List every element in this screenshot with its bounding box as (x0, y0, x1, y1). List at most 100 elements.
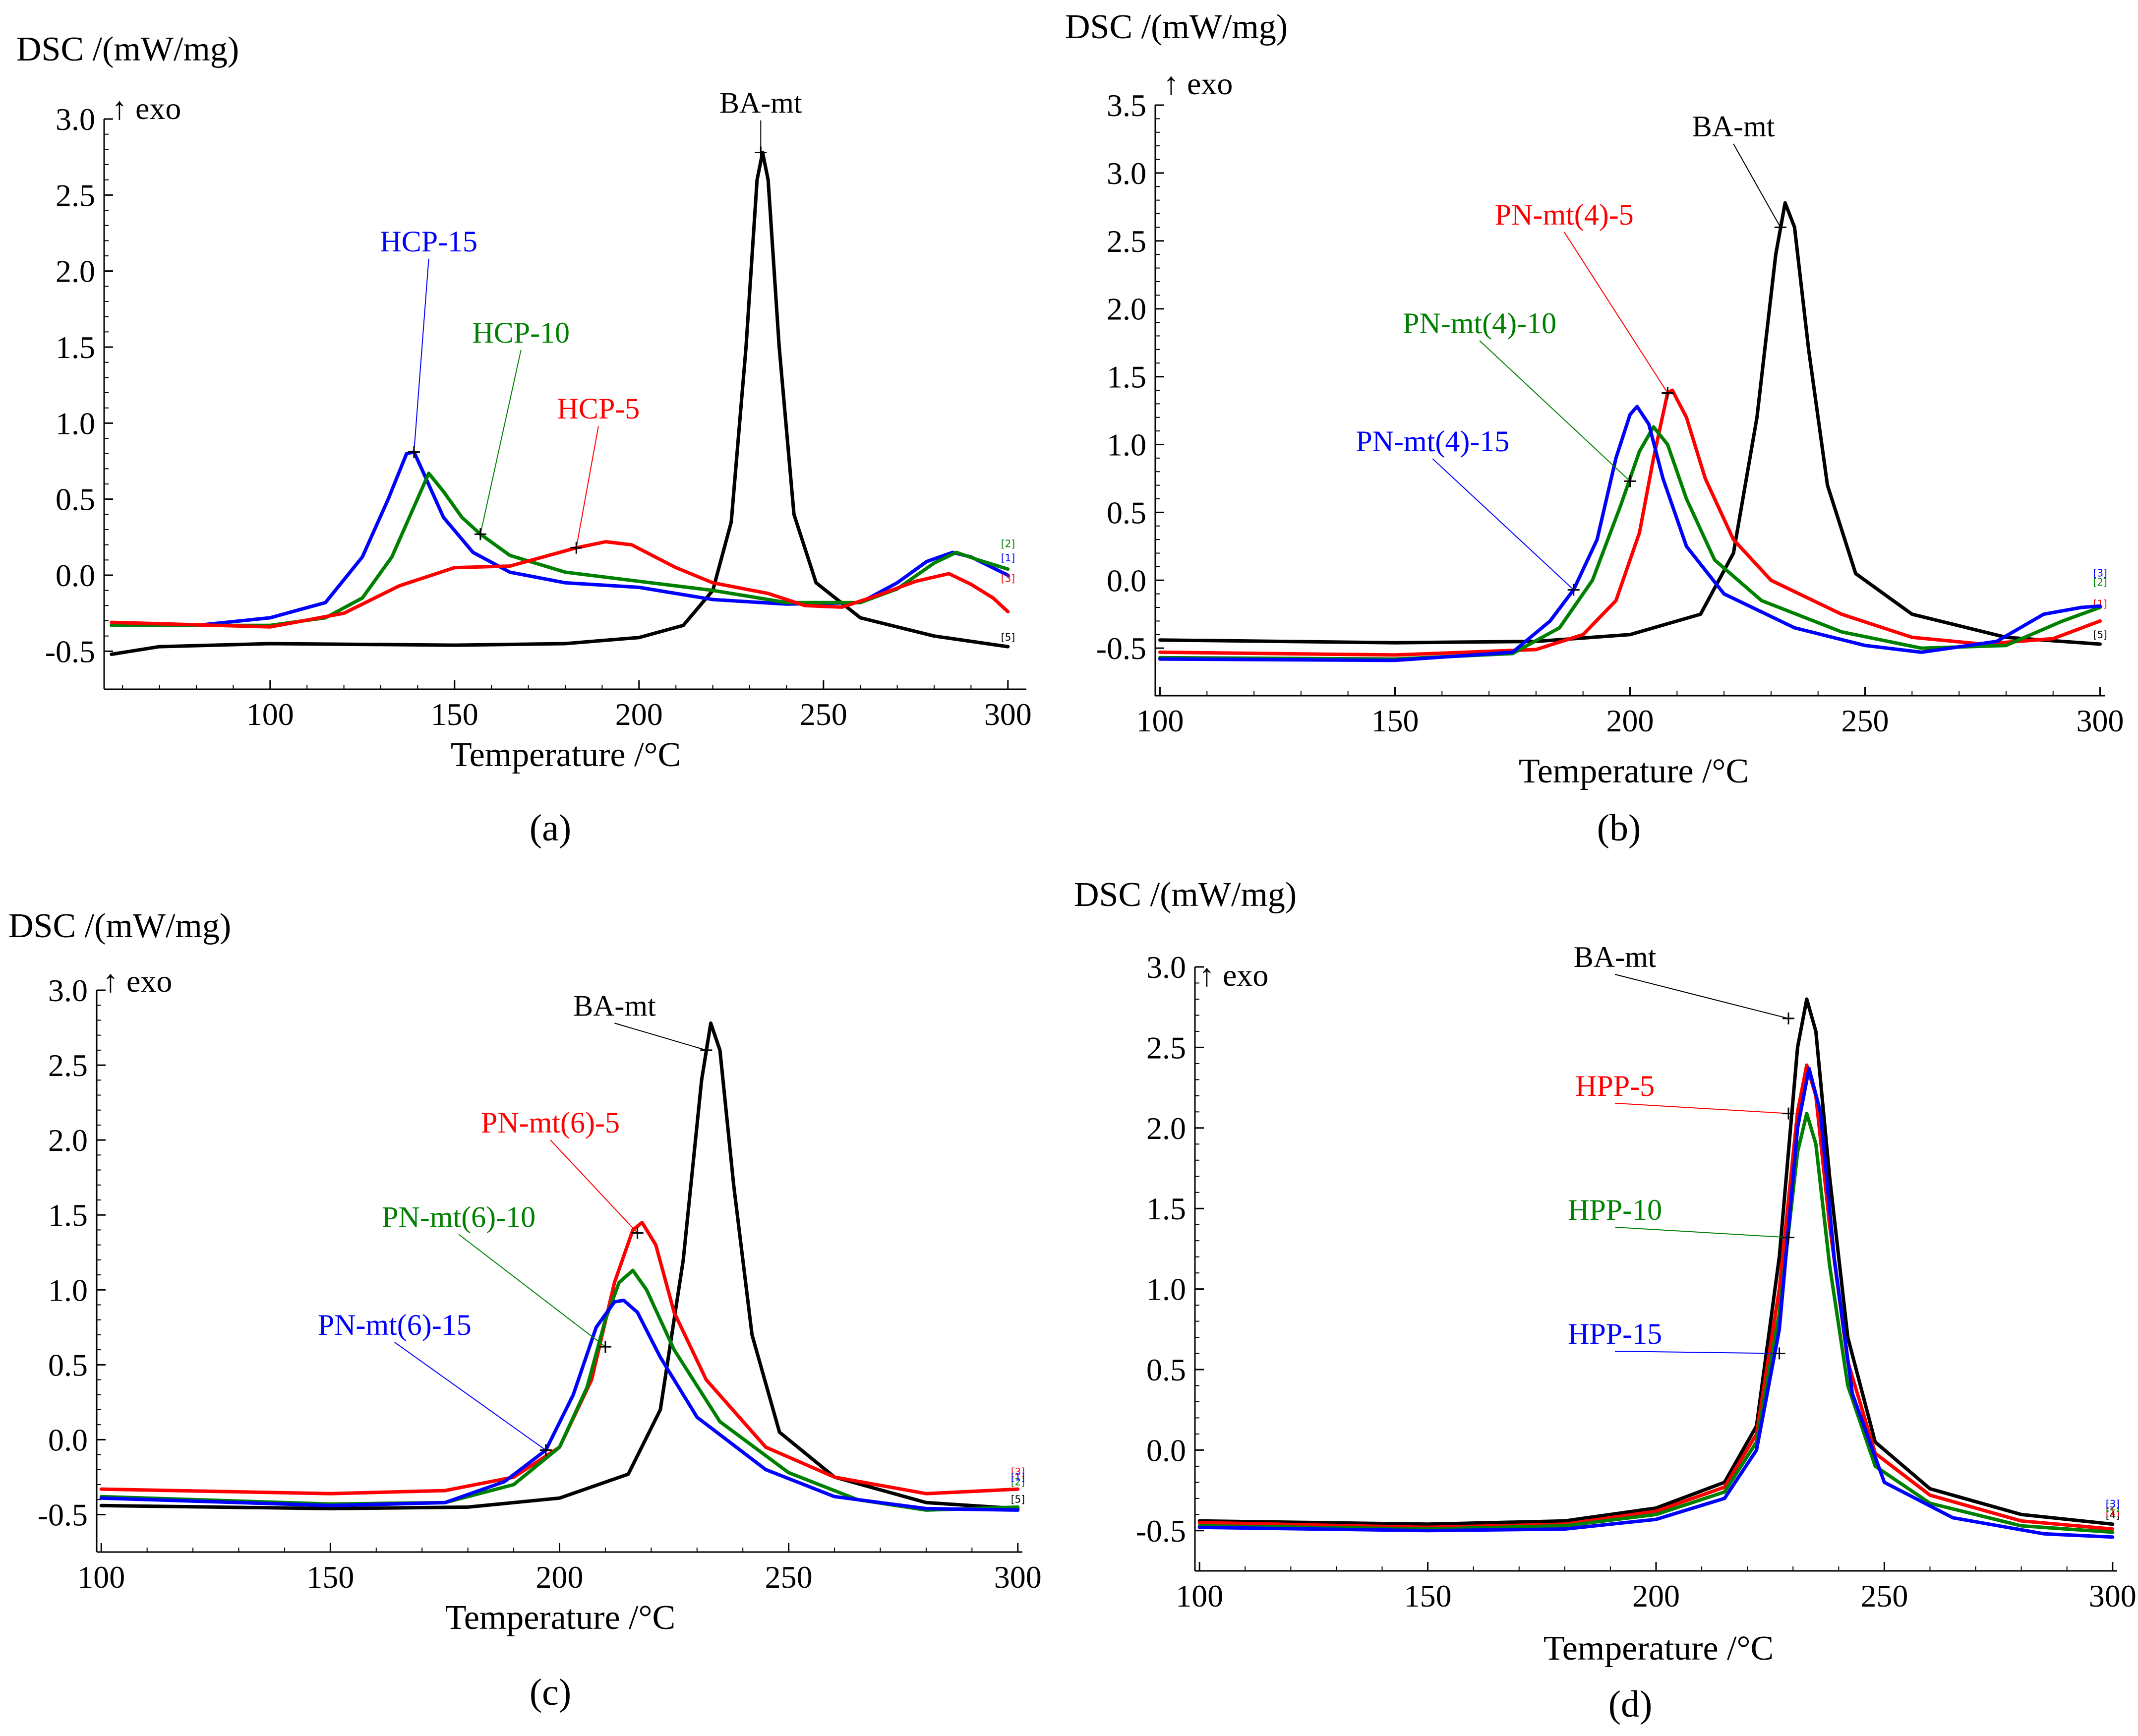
series-line-BA-mt (1197, 997, 2115, 1526)
annotation-cross (755, 146, 767, 159)
y-tick-label: -0.5 (1136, 1513, 1186, 1549)
y-tick-label: 0.0 (1107, 563, 1146, 598)
annotation-cross (700, 1044, 713, 1056)
annotation-cross (1774, 221, 1786, 234)
x-tick-label: 250 (1841, 703, 1889, 738)
annotation-leader (1614, 974, 1789, 1019)
annotation-label: PN-mt(4)-10 (1403, 307, 1556, 340)
x-tick-label: 300 (2077, 703, 2124, 738)
annotation-label: HPP-15 (1568, 1317, 1662, 1350)
annotation-label: PN-mt(4)-15 (1356, 425, 1509, 458)
x-tick-label: 200 (1632, 1578, 1680, 1614)
series-end-marker: [5] (1011, 1493, 1025, 1505)
series-line-HCP-15 (110, 450, 1010, 627)
y-tick-label: 2.0 (48, 1123, 88, 1158)
annotation-leader (1432, 458, 1574, 591)
y-tick-label: 1.0 (1146, 1272, 1186, 1307)
plot-area: -0.5 0.0 0.5 1.0 1.5 2.0 2.5 3.0 3.5 100 150 200 250… (1096, 88, 2124, 738)
annotation-label: BA-mt (719, 87, 802, 120)
annotation-leader (1733, 143, 1781, 228)
annotation-label: HPP-5 (1575, 1070, 1655, 1102)
x-tick-label: 150 (306, 1559, 354, 1595)
series-end-marker: [2] (2093, 576, 2107, 588)
y-tick-label: 0.5 (48, 1347, 88, 1382)
x-axis-title: Temperature /°C (1519, 752, 1749, 790)
series-end-marker: [2] (1001, 538, 1015, 550)
y-tick-label: 2.5 (56, 178, 95, 213)
y-tick-label: 3.0 (56, 102, 95, 137)
y-tick-label: 0.0 (56, 558, 95, 593)
exo-direction-label: ↑ exo (112, 91, 181, 126)
series-line-PN-mt(4)-15 (1158, 405, 2102, 662)
series-line-PN-mt(6)-5 (99, 1220, 1020, 1496)
panel-d: DSC /(mW/mg) ↑ exo Temperature /°C (d) -… (1074, 876, 2137, 1725)
x-tick-label: 150 (1371, 703, 1419, 738)
panel-c: DSC /(mW/mg) ↑ exo Temperature /°C (c) -… (8, 907, 1042, 1713)
y-tick-label: -0.5 (38, 1497, 88, 1532)
x-tick-label: 250 (800, 697, 847, 732)
series-end-marker: [4] (2106, 1509, 2120, 1521)
y-axis-title: DSC /(mW/mg) (8, 907, 231, 945)
annotation-label: PN-mt(4)-5 (1495, 198, 1634, 231)
x-tick-label: 300 (2089, 1578, 2137, 1614)
annotation-label: HPP-10 (1568, 1194, 1662, 1226)
x-tick-label: 100 (246, 697, 294, 732)
annotation-leader (1615, 1102, 1789, 1114)
series-line-PN-mt(4)-5 (1158, 388, 2102, 657)
y-tick-label: 3.5 (1107, 88, 1146, 123)
x-tick-label: 100 (1136, 703, 1184, 738)
annotation-label: HCP-5 (557, 392, 640, 425)
y-tick-label: 0.0 (48, 1422, 88, 1457)
x-tick-label: 300 (994, 1559, 1042, 1595)
y-tick-label: 2.5 (48, 1048, 88, 1083)
y-tick-label: 0.0 (1146, 1433, 1186, 1468)
plot-area: -0.5 0.0 0.5 1.0 1.5 2.0 2.5 3.0 100 150 200 250 300… (45, 87, 1032, 732)
annotation-leader (1615, 1351, 1780, 1354)
series-end-marker: [5] (1001, 631, 1015, 643)
annotation-cross (1624, 475, 1636, 487)
annotation-cross (631, 1227, 644, 1239)
annotation-leader (479, 350, 522, 535)
y-tick-label: -0.5 (1096, 631, 1146, 666)
annotation-cross (599, 1341, 611, 1353)
series-end-marker: [5] (2093, 629, 2107, 641)
exo-direction-label: ↑ exo (1199, 958, 1268, 993)
y-tick-label: 1.0 (56, 406, 95, 441)
y-tick-label: 0.5 (56, 482, 95, 517)
annotation-label: PN-mt(6)-10 (382, 1200, 535, 1233)
x-axis-title: Temperature /°C (1544, 1629, 1774, 1668)
y-tick-label: 2.0 (1107, 292, 1146, 327)
y-tick-label: 2.5 (1107, 224, 1146, 259)
series-line-PN-mt(6)-15 (99, 1298, 1020, 1512)
x-tick-label: 250 (765, 1559, 813, 1595)
y-tick-label: 1.5 (56, 330, 95, 365)
y-tick-label: 2.0 (56, 254, 95, 289)
y-axis-title: DSC /(mW/mg) (16, 30, 239, 68)
annotation-cross (1773, 1347, 1785, 1360)
x-tick-label: 250 (1860, 1578, 1908, 1614)
annotation-label: HCP-15 (380, 225, 477, 258)
y-tick-label: -0.5 (45, 634, 95, 669)
y-axis-title: DSC /(mW/mg) (1065, 8, 1288, 46)
panel-b: DSC /(mW/mg) ↑ exo Temperature /°C (b) -… (1065, 8, 2124, 849)
x-tick-label: 150 (1404, 1578, 1452, 1614)
panel-caption: (b) (1597, 807, 1641, 849)
plot-area: -0.5 0.0 0.5 1.0 1.5 2.0 2.5 3.0 100 150 200 250 300… (1136, 941, 2137, 1614)
y-tick-label: 3.0 (48, 973, 88, 1008)
annotation-cross (1567, 584, 1580, 596)
annotation-cross (1782, 1231, 1795, 1244)
x-axis-title: Temperature /°C (445, 1599, 675, 1637)
series-line-HPP-15 (1197, 1067, 2115, 1539)
series-end-marker: [1] (1001, 552, 1015, 564)
series-line-PN-mt(6)-10 (99, 1268, 1020, 1512)
annotation-leader (614, 1022, 707, 1051)
annotation-leader (458, 1234, 606, 1347)
y-tick-label: 3.0 (1146, 950, 1186, 985)
annotation-label: HCP-10 (472, 316, 570, 349)
plot-area: -0.5 0.0 0.5 1.0 1.5 2.0 2.5 3.0 100 150 200 250 300… (38, 973, 1042, 1595)
annotation-cross (474, 528, 486, 540)
panel-a: DSC /(mW/mg) ↑ exo Temperature /°C (a) -… (16, 30, 1032, 849)
annotation-label: BA-mt (573, 989, 656, 1022)
annotation-cross (570, 541, 583, 554)
panel-caption: (d) (1608, 1683, 1653, 1725)
